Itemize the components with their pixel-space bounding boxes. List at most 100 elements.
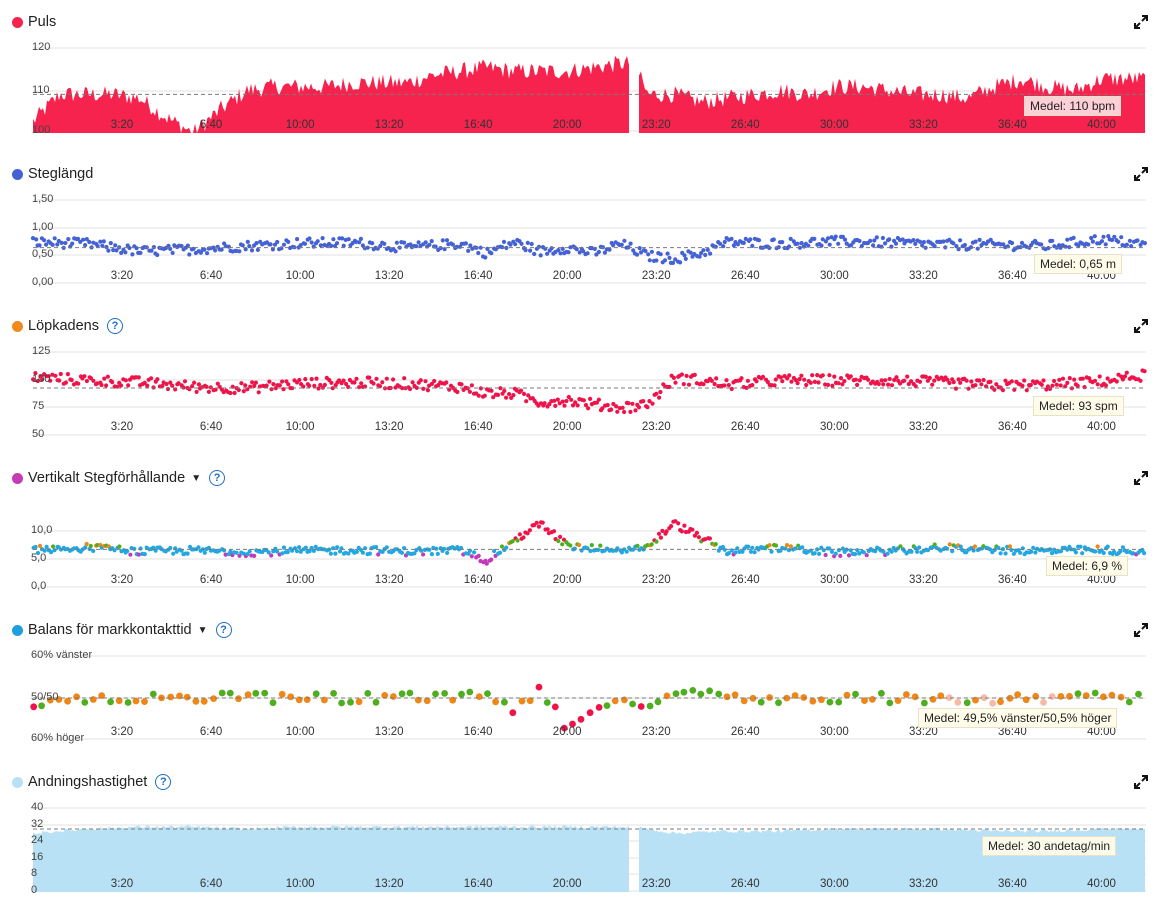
data-point <box>410 380 415 385</box>
data-point <box>947 237 952 242</box>
data-point <box>800 545 805 550</box>
data-point <box>499 544 505 549</box>
data-point <box>637 246 642 251</box>
data-point <box>1060 376 1066 381</box>
expand-arrows-icon[interactable] <box>1133 622 1149 638</box>
data-point <box>507 392 512 397</box>
data-point <box>442 546 447 551</box>
data-point <box>527 528 533 533</box>
data-point <box>1009 547 1014 553</box>
data-point <box>686 382 692 387</box>
data-point <box>484 561 489 566</box>
panel-title-balans[interactable]: Balans för markkontakttid ▼ ? <box>12 621 232 639</box>
data-point <box>945 546 950 551</box>
data-point <box>341 378 346 383</box>
data-point <box>384 376 389 381</box>
question-circle-icon[interactable]: ? <box>155 774 172 790</box>
data-point <box>871 243 876 248</box>
expand-arrows-icon[interactable] <box>1133 470 1149 486</box>
data-point <box>1106 234 1111 239</box>
data-point <box>81 237 86 242</box>
data-point <box>1080 376 1085 381</box>
data-point <box>380 380 385 385</box>
data-point <box>55 242 60 247</box>
data-point <box>445 550 450 555</box>
data-point <box>285 549 290 555</box>
data-point <box>722 383 727 388</box>
data-point <box>38 702 45 710</box>
data-point <box>318 243 323 248</box>
data-point <box>869 696 876 703</box>
x-tick-label: 30:00 <box>820 574 849 586</box>
data-point <box>338 699 345 707</box>
data-point <box>658 535 664 540</box>
x-tick-label: 23:20 <box>642 270 671 282</box>
data-point <box>370 241 375 246</box>
data-point <box>53 373 58 378</box>
data-point <box>588 548 593 554</box>
data-point <box>812 236 817 241</box>
data-point <box>688 250 693 255</box>
data-point <box>316 386 321 391</box>
data-point <box>1120 545 1125 550</box>
data-point <box>588 396 593 401</box>
data-point <box>511 393 516 398</box>
data-point <box>830 383 835 388</box>
data-point <box>646 252 651 257</box>
data-point <box>785 376 790 381</box>
data-point <box>253 380 258 385</box>
expand-arrows-icon[interactable] <box>1133 318 1149 334</box>
data-point <box>750 545 755 550</box>
data-point <box>478 245 483 250</box>
data-point <box>482 393 487 398</box>
panel-title-vertikalt[interactable]: Vertikalt Stegförhållande ▼ ? <box>12 469 226 487</box>
data-point <box>699 251 704 256</box>
question-circle-icon[interactable]: ? <box>106 318 123 334</box>
data-point <box>51 544 56 549</box>
mean-label: Medel: 6,9 % <box>1046 556 1129 576</box>
data-point <box>170 383 175 388</box>
data-point <box>491 395 496 400</box>
data-point <box>913 384 918 389</box>
data-point <box>873 549 878 554</box>
data-point <box>969 379 974 384</box>
data-point <box>513 242 518 247</box>
data-point <box>287 693 295 701</box>
data-point <box>269 699 277 707</box>
data-point <box>958 544 963 549</box>
data-point <box>381 692 389 699</box>
data-point <box>228 549 233 554</box>
caret-down-icon[interactable]: ▼ <box>197 624 208 636</box>
data-point <box>570 403 576 408</box>
caret-down-icon[interactable]: ▼ <box>191 472 202 484</box>
data-point <box>654 698 662 706</box>
x-tick-label: 33:20 <box>909 421 938 433</box>
data-point <box>399 550 405 555</box>
data-point <box>267 379 272 384</box>
data-point <box>367 375 372 380</box>
expand-arrows-icon[interactable] <box>1133 166 1149 182</box>
mean-label: Medel: 30 andetag/min <box>982 836 1117 856</box>
data-point <box>843 691 851 699</box>
data-point <box>400 386 405 391</box>
question-circle-icon[interactable]: ? <box>215 622 232 638</box>
question-circle-icon[interactable]: ? <box>209 470 226 486</box>
data-point <box>683 256 688 261</box>
data-point <box>826 698 834 706</box>
data-point <box>958 238 963 243</box>
data-point <box>210 695 218 702</box>
data-point <box>298 243 303 248</box>
data-point <box>682 253 687 258</box>
expand-arrows-icon[interactable] <box>1133 14 1149 30</box>
data-point <box>925 548 931 553</box>
data-point <box>318 382 323 388</box>
expand-arrows-icon[interactable] <box>1133 774 1149 790</box>
x-tick-label: 20:00 <box>553 270 582 282</box>
data-point <box>906 381 911 387</box>
x-tick-label: 6:40 <box>200 878 222 890</box>
data-point <box>545 251 550 256</box>
x-tick-label: 23:20 <box>642 574 671 586</box>
data-point <box>247 549 252 554</box>
data-point <box>458 690 465 698</box>
data-point <box>390 693 397 700</box>
